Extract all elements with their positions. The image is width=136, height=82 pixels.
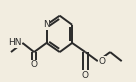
Text: N: N [43,20,50,29]
Text: O: O [31,60,38,69]
Text: HN: HN [8,38,22,47]
Text: O: O [82,71,89,80]
Text: O: O [99,57,106,66]
